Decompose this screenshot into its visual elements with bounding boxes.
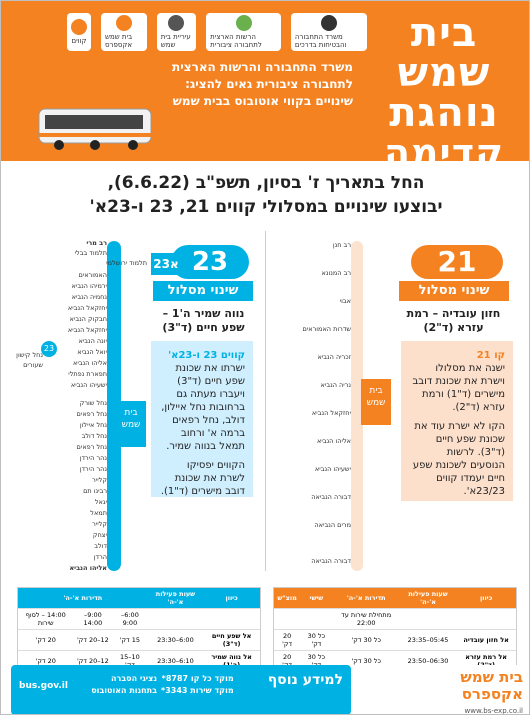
route-change-badge-23: שינוי מסלול — [153, 281, 253, 301]
brand-line-2: שמש — [397, 50, 491, 96]
footer-info-bar: למידע נוסף מוקד כל קו 8787* מוקד שירות 33… — [11, 665, 351, 714]
call-center[interactable]: מוקד כל קו 8787* מוקד שירות 3343* — [161, 674, 234, 695]
route-23a-branch: נחל קישון שעורים — [16, 351, 43, 369]
schedule-table-23: כיוון שעות פעילות א'-ה' תדירות א'-ה' 6:00–… — [17, 587, 261, 673]
bus-image — [38, 108, 152, 150]
header-headline: משרד התחבורה והרשות הארצית לתחבורה ציבור… — [172, 60, 353, 108]
footer-brand: בית שמש אקספרס www.bs-exp.co.il — [460, 668, 523, 715]
line-21-badge: 21 — [411, 245, 503, 279]
notice-23: קווים 23 ו-23א' ישרתו את שכונת שפע חיים … — [151, 341, 253, 497]
schedule-table-21: כיוון שעות פעילות א'-ה' תדירות א'-ה' שישי מו… — [273, 587, 517, 673]
authority-logo: הרשות הארצית לתחבורה ציבורית — [206, 13, 281, 51]
route-21-stations: רב חנן רב המנונא אבוי שדרות האמוראים זכר… — [302, 241, 352, 565]
gov-link[interactable]: bus.gov.il — [19, 681, 68, 691]
route-21-title: חזון עובדיה – רמת עזרא (ד"2) — [406, 307, 501, 334]
brand-line-3: נוהגת — [389, 90, 499, 136]
partner-logos: קווים בית שמש אקספרס עיריית בית שמש הרשו… — [67, 11, 367, 53]
brand-title: בית שמש נוהגת קדימה — [371, 13, 517, 173]
brand-line-4: קדימה — [383, 131, 505, 175]
route-change-badge-21: שינוי מסלול — [399, 281, 509, 301]
side-label-23: בית שמש — [116, 401, 146, 447]
more-info-label: למידע נוסף — [267, 672, 343, 688]
city-logo: עיריית בית שמש — [156, 13, 197, 51]
divider — [265, 231, 266, 571]
route-23-line — [107, 241, 121, 571]
main-title: החל בתאריך ז' בסיון, תשפ"ב (6.6.22), יבו… — [89, 173, 443, 217]
line-23a-marker: 23 — [41, 341, 57, 357]
route-23-stations: רב מרי תלמוד בבלי תלמוד ירושלמי האמוראים… — [67, 239, 147, 572]
side-label-21: בית שמש — [361, 379, 391, 425]
header: בית שמש נוהגת קדימה קווים בית שמש אקספרס… — [1, 1, 529, 173]
ministry-logo: משרד התחבורה והבטיחות בדרכים — [290, 13, 367, 51]
brand-line-1: בית — [410, 10, 478, 56]
route-21-line — [351, 241, 363, 571]
bs-express-logo: בית שמש אקספרס — [101, 13, 147, 51]
kavim-logo: קווים — [67, 13, 91, 51]
line-23-badge: 23 — [171, 245, 249, 279]
station-reps: נציגי הסברה בתחנות האוטובוס — [91, 674, 157, 695]
line-23a-badge: 23א — [151, 253, 181, 275]
notice-21: קו 21 ישנה את מסלולו וישרת את שכונת דובב… — [401, 341, 513, 501]
route-23-title: נווה שמיר ה'1 – שפע חיים (ד"3) — [162, 307, 245, 334]
